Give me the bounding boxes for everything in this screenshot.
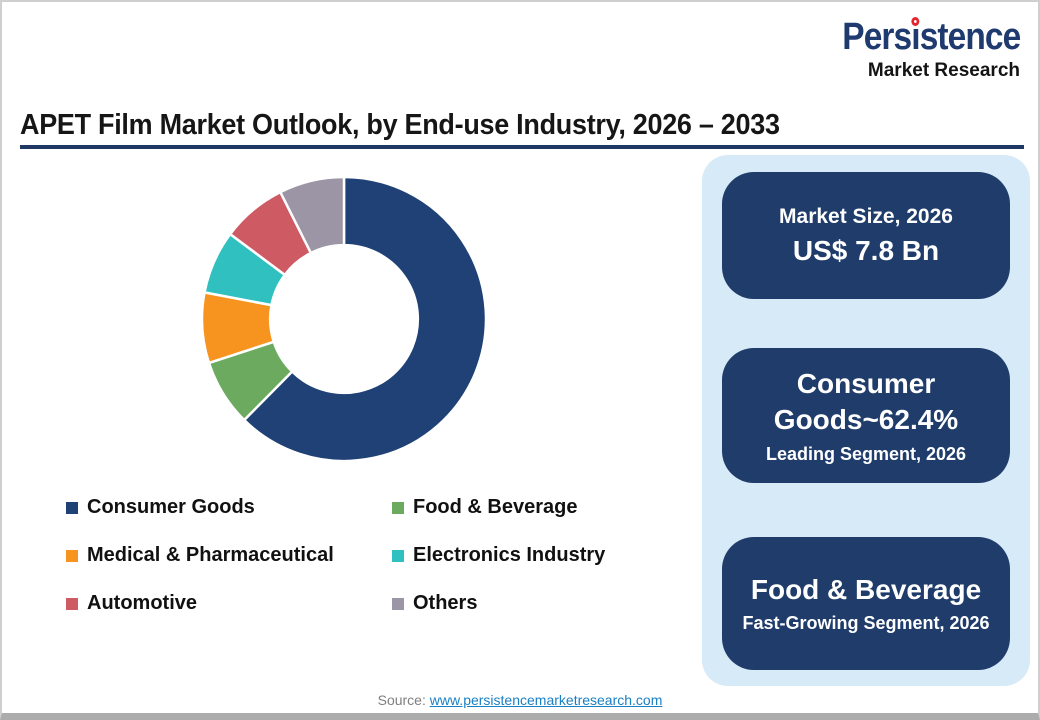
legend-label: Medical & Pharmaceutical — [87, 544, 334, 566]
leading-segment-subline: Leading Segment, 2026 — [765, 443, 967, 464]
page-title: APET Film Market Outlook, by End-use Ind… — [20, 109, 780, 141]
title-underline — [20, 145, 1024, 149]
legend-label: Others — [413, 592, 478, 614]
fast-growing-segment-headline: Food & Beverage — [750, 574, 982, 605]
donut-chart-svg — [200, 175, 488, 463]
source-line: Source: www.persistencemarketresearch.co… — [2, 692, 1038, 708]
market-size-label: Market Size, 2026 — [779, 204, 953, 228]
legend-item-medical-pharmaceutical: Medical & Pharmaceutical — [66, 544, 392, 567]
legend-swatch-consumer-goods — [66, 501, 78, 514]
legend-item-consumer-goods: Consumer Goods — [66, 496, 392, 519]
fast-growing-segment-card: Food & Beverage Fast-Growing Segment, 20… — [722, 537, 1010, 670]
legend-item-food-beverage: Food & Beverage — [392, 496, 605, 519]
chart-legend: Consumer Goods Food & Beverage Medical &… — [66, 496, 605, 615]
source-link[interactable]: www.persistencemarketresearch.com — [429, 692, 663, 708]
legend-item-others: Others — [392, 592, 605, 615]
legend-swatch-automotive — [66, 597, 78, 610]
donut-slice-consumer-goods — [242, 175, 488, 463]
leading-segment-card: Consumer Goods~62.4% Leading Segment, 20… — [722, 348, 1010, 483]
legend-item-electronics-industry: Electronics Industry — [392, 544, 605, 567]
fast-growing-segment-subline: Fast-Growing Segment, 2026 — [742, 613, 990, 634]
market-size-value: US$ 7.8 Bn — [792, 234, 940, 266]
leading-segment-headline: Consumer Goods~62.4% — [773, 367, 959, 436]
brand-name-pre: Pers — [841, 16, 912, 58]
legend-swatch-food-beverage — [392, 501, 404, 514]
legend-swatch-medical-pharmaceutical — [66, 549, 78, 562]
brand-logo: Persıstence Market Research — [818, 16, 1021, 81]
legend-item-automotive: Automotive — [66, 592, 392, 615]
brand-red-dot-i: ı — [910, 16, 920, 58]
brand-tagline: Market Research — [867, 59, 1020, 81]
market-size-card: Market Size, 2026 US$ 7.8 Bn — [722, 172, 1010, 299]
brand-name: Persıstence — [841, 16, 1021, 60]
highlight-panel: Market Size, 2026 US$ 7.8 Bn Consumer Go… — [702, 155, 1030, 686]
donut-slice-others — [279, 175, 346, 255]
legend-swatch-others — [392, 597, 404, 610]
legend-label: Automotive — [87, 592, 197, 614]
legend-label: Food & Beverage — [413, 496, 578, 518]
legend-label: Consumer Goods — [87, 496, 255, 518]
legend-swatch-electronics-industry — [392, 549, 404, 562]
legend-label: Electronics Industry — [413, 544, 606, 566]
source-prefix: Source: — [377, 692, 426, 708]
brand-name-rest: stence — [919, 16, 1021, 58]
donut-chart — [194, 169, 494, 469]
